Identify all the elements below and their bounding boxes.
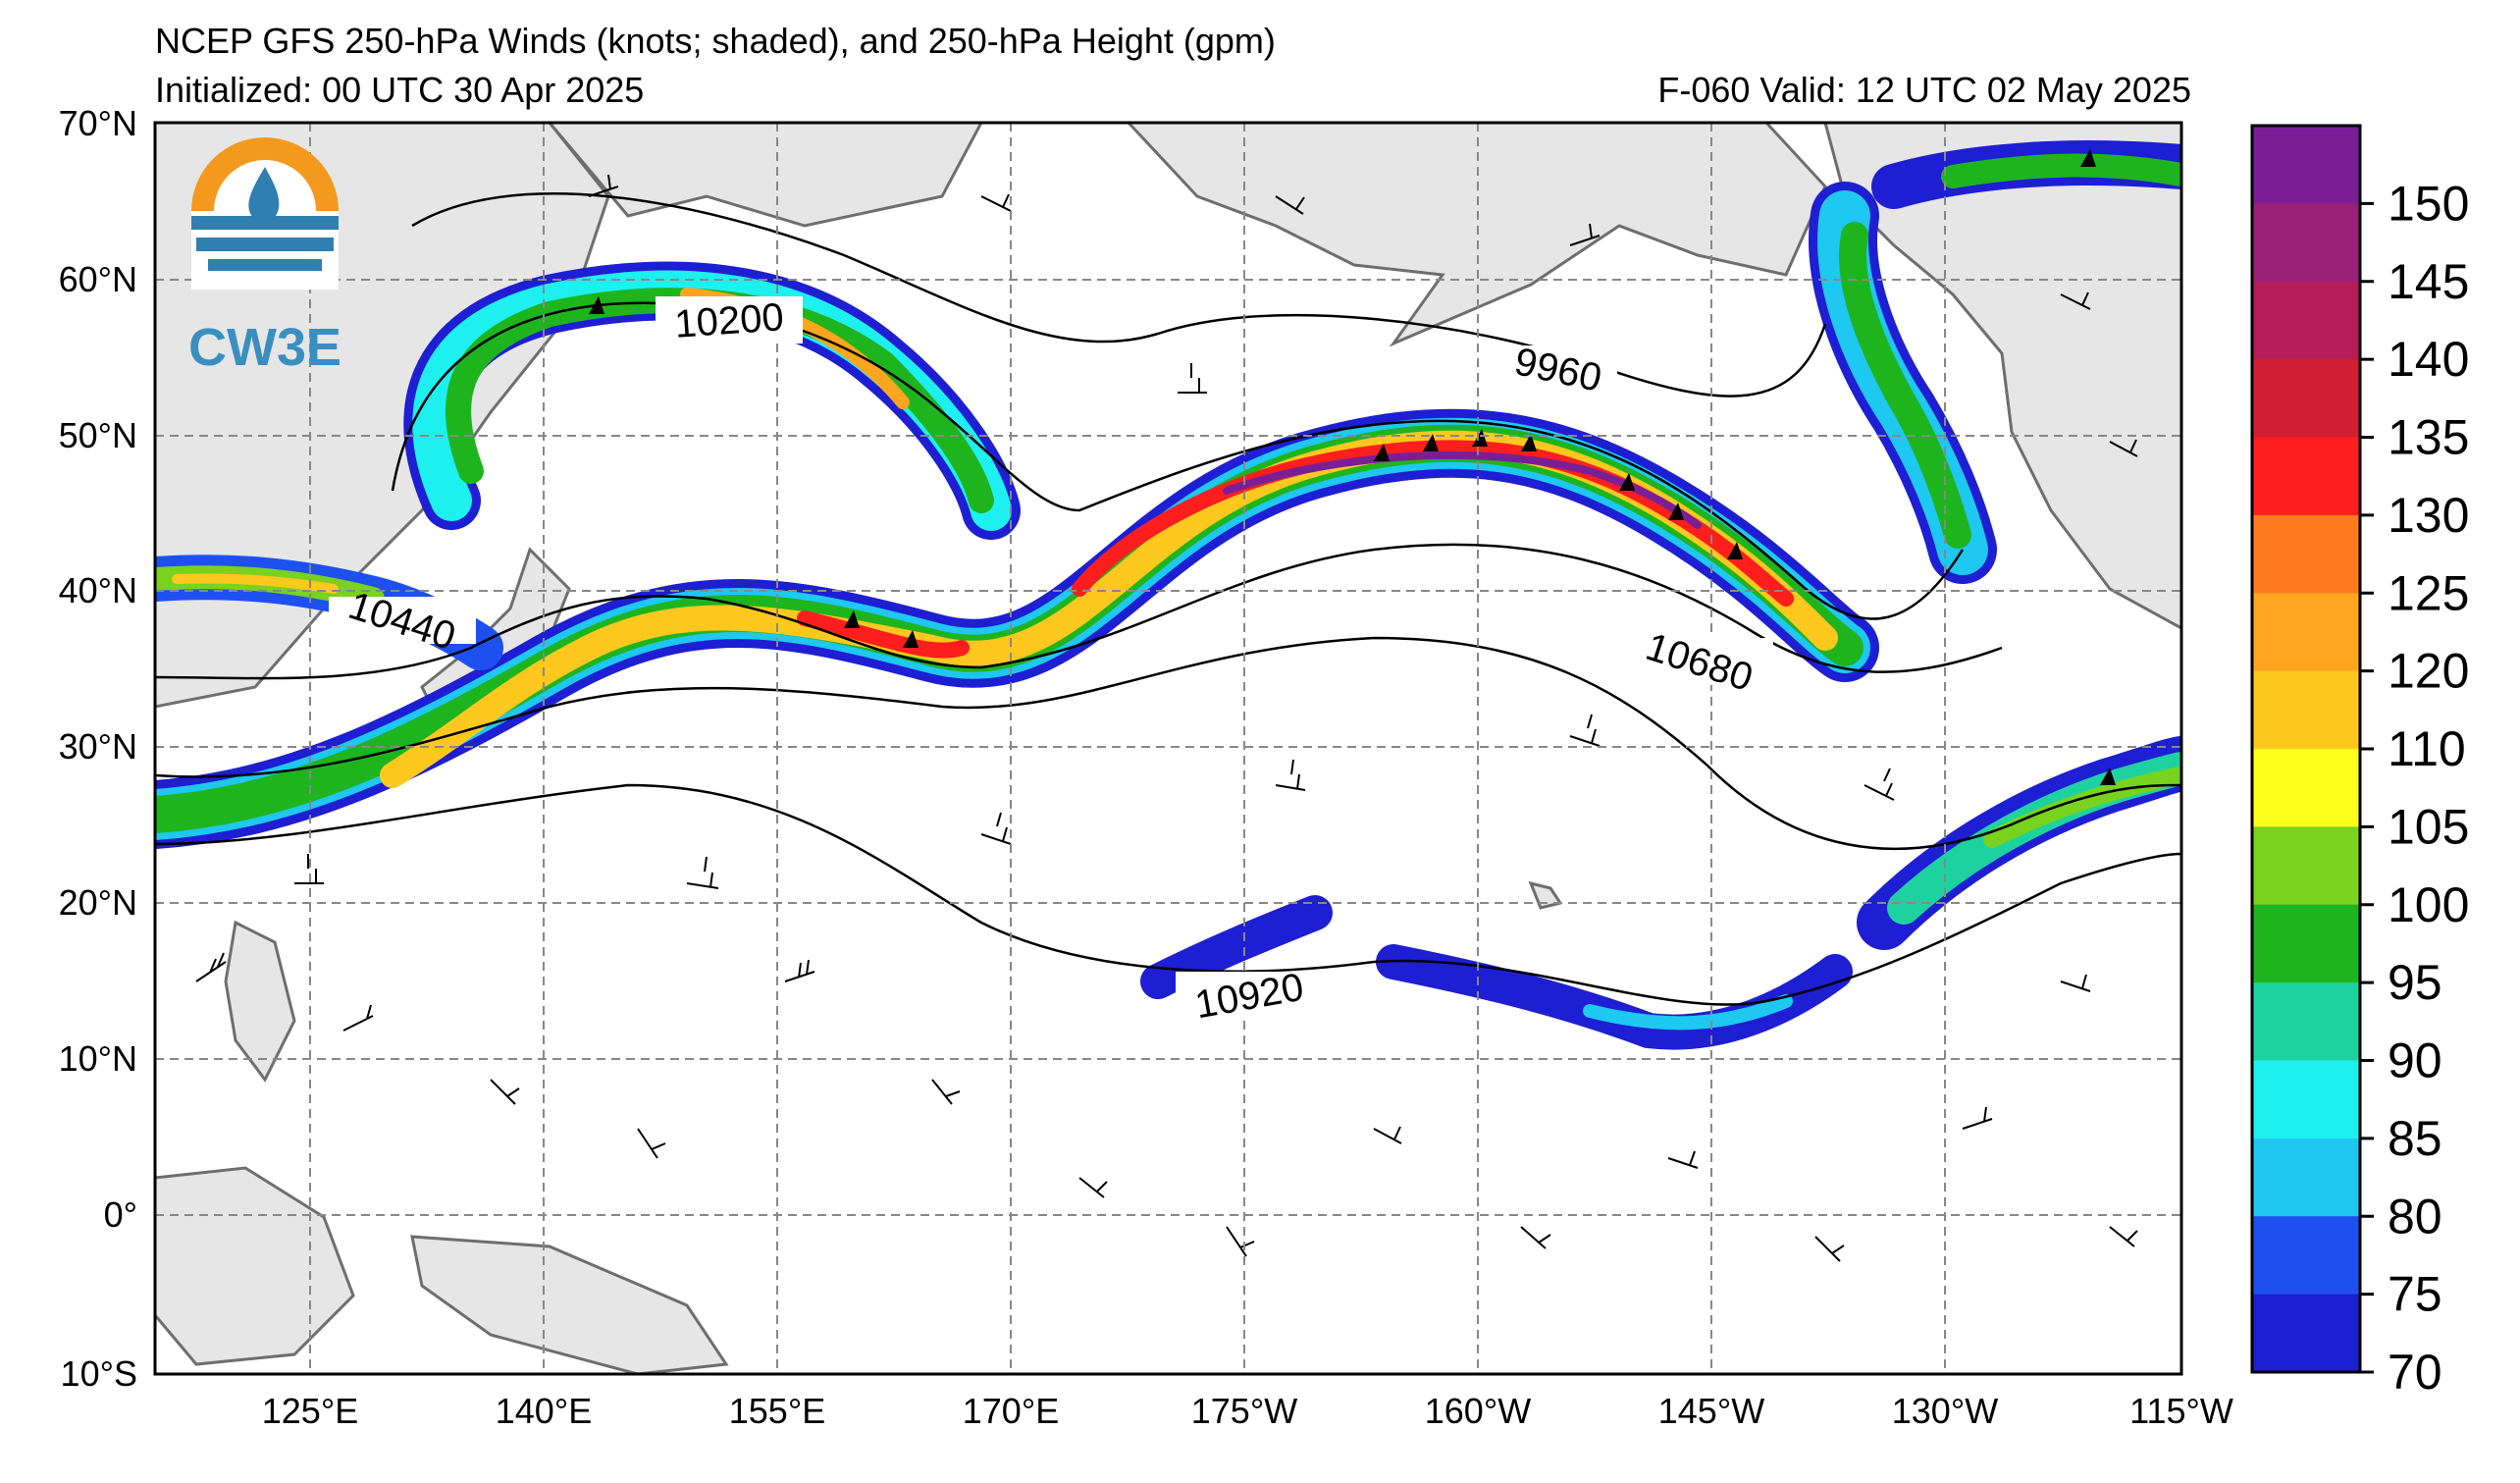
subtrop-jet-100 [1983, 767, 2181, 848]
lon-label: 160°W [1425, 1391, 1531, 1431]
colorbar-swatch [2252, 1216, 2360, 1296]
colorbar: 150 145 140 135 130 125 120 110 105 100 95 90 85 80 75… [2250, 124, 2469, 1400]
lat-label: 10°S [61, 1353, 137, 1394]
colorbar-label: 140 [2388, 332, 2469, 387]
latitude-axis: 70°N 60°N 50°N 40°N 30°N 20°N 10°N 0° 10… [59, 103, 137, 1394]
lat-label: 60°N [59, 259, 137, 299]
lon-label: 145°W [1658, 1391, 1764, 1431]
colorbar-label: 80 [2388, 1189, 2442, 1244]
lon-label: 140°E [496, 1391, 592, 1431]
colorbar-swatch [2252, 281, 2360, 360]
colorbar-label: 95 [2388, 955, 2442, 1010]
map-title: NCEP GFS 250-hPa Winds (knots; shaded), … [155, 21, 1276, 61]
contour-label-10200: 10200 [673, 295, 785, 346]
lon-label: 175°W [1191, 1391, 1297, 1431]
cw3e-logo: CW3E [188, 137, 341, 377]
lat-label: 40°N [59, 570, 137, 610]
colorbar-swatch [2252, 359, 2360, 438]
wind-speed-shading [155, 140, 2181, 1050]
lat-label: 30°N [59, 726, 137, 767]
colorbar-label: 90 [2388, 1033, 2442, 1088]
colorbar-label: 85 [2388, 1111, 2442, 1166]
new-guinea-land [410, 1235, 729, 1374]
colorbar-swatch [2252, 593, 2360, 672]
colorbar-swatch [2252, 126, 2360, 204]
west-jet-110 [172, 573, 339, 594]
lat-label: 20°N [59, 882, 137, 923]
longitude-axis: 125°E 140°E 155°E 170°E 175°W 160°W 145°… [262, 1391, 2233, 1431]
contour-9960 [411, 192, 1827, 397]
map-frame [153, 121, 2183, 1376]
colorbar-swatch [2252, 1138, 2360, 1217]
lon-label: 115°W [2129, 1391, 2233, 1431]
height-contours [155, 192, 2181, 1006]
colorbar-label: 145 [2388, 254, 2469, 309]
lat-label: 0° [104, 1194, 137, 1235]
lon-label: 170°E [963, 1391, 1059, 1431]
colorbar-swatch [2252, 514, 2360, 594]
jet-band-135 [797, 440, 1794, 659]
initialized-time: Initialized: 00 UTC 30 Apr 2025 [155, 70, 645, 110]
lon-label: 130°W [1892, 1391, 1998, 1431]
colorbar-swatch [2252, 670, 2360, 750]
lon-label: 155°E [729, 1391, 825, 1431]
colorbar-swatch [2252, 749, 2360, 827]
colorbar-label: 75 [2388, 1267, 2442, 1322]
colorbar-label: 120 [2388, 644, 2469, 699]
colorbar-label: 110 [2388, 721, 2466, 776]
lat-label: 10°N [59, 1038, 137, 1079]
contour-10200 [391, 301, 1965, 620]
colorbar-swatch [2252, 1060, 2360, 1139]
siberia-land [548, 123, 983, 228]
contour-10680 [155, 636, 2181, 851]
contour-10920 [155, 783, 2181, 1006]
logo-text: CW3E [188, 318, 341, 377]
colorbar-label: 130 [2388, 488, 2469, 543]
borneo-land [155, 1166, 355, 1366]
colorbar-swatch [2252, 904, 2360, 983]
colorbar-label: 135 [2388, 410, 2469, 465]
wind-barbs [195, 174, 2138, 1262]
colorbar-swatch [2252, 982, 2360, 1061]
lat-label: 70°N [59, 103, 137, 143]
colorbar-swatch [2252, 203, 2360, 283]
colorbar-label: 70 [2388, 1345, 2442, 1400]
colorbar-label: 150 [2388, 176, 2469, 231]
tropical-jet-80 [1583, 994, 1793, 1031]
colorbar-swatch [2252, 826, 2360, 906]
colorbar-label: 125 [2388, 565, 2469, 620]
jet-band-150 [1223, 450, 1702, 529]
lat-label: 50°N [59, 415, 137, 455]
valid-time: F-060 Valid: 12 UTC 02 May 2025 [1657, 70, 2191, 110]
colorbar-swatch [2252, 437, 2360, 516]
colorbar-label: 105 [2388, 799, 2469, 854]
colorbar-label: 100 [2388, 877, 2469, 932]
philippines-land [224, 920, 296, 1083]
colorbar-swatch [2252, 1294, 2360, 1373]
wind-pennants [589, 149, 2116, 785]
contour-10440 [155, 543, 2003, 680]
lon-label: 125°E [262, 1391, 358, 1431]
ne-jet-95 [1941, 153, 2181, 188]
